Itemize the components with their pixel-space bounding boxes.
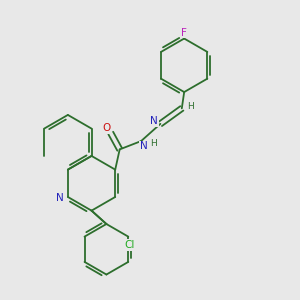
Text: H: H: [187, 102, 194, 111]
Text: O: O: [102, 123, 110, 133]
Text: F: F: [181, 28, 187, 38]
Text: N: N: [150, 116, 158, 126]
Text: N: N: [56, 194, 63, 203]
Text: Cl: Cl: [124, 240, 135, 250]
Text: N: N: [140, 141, 147, 152]
Text: H: H: [150, 139, 157, 148]
